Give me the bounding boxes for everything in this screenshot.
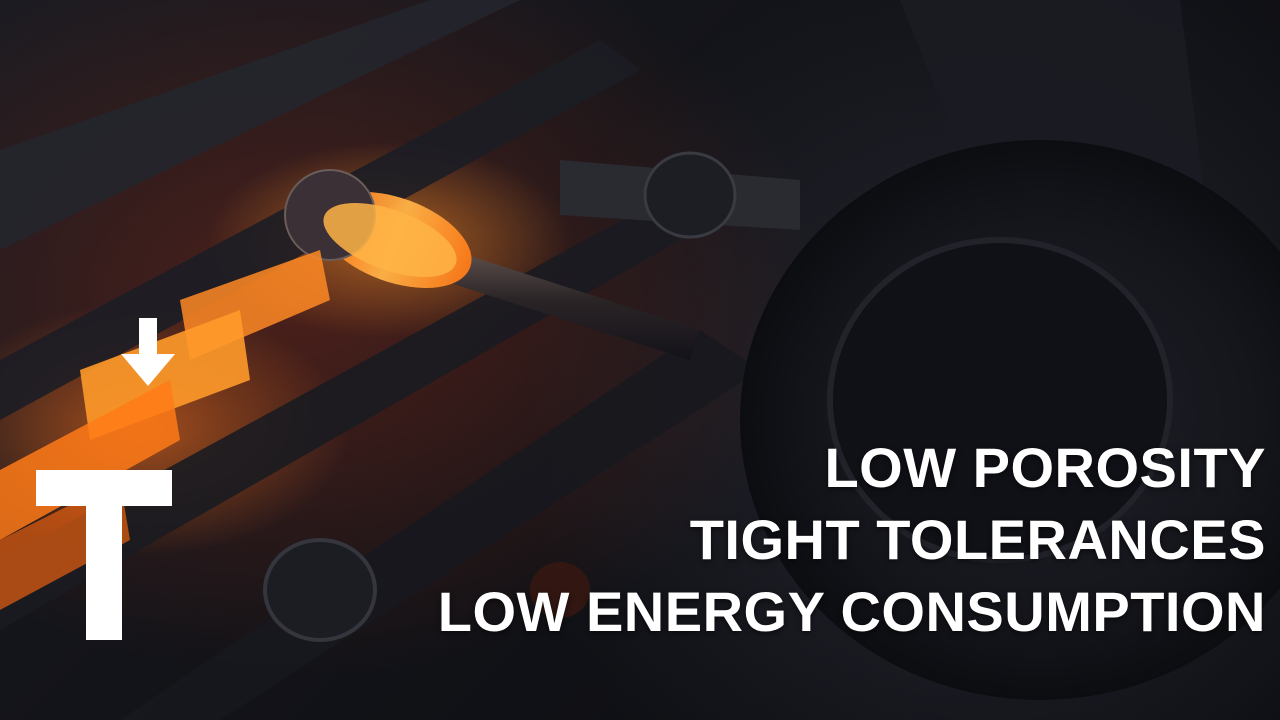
- headline-line-energy: LOW ENERGY CONSUMPTION: [437, 580, 1266, 643]
- headline-line-tolerances: TIGHT TOLERANCES: [689, 508, 1266, 571]
- headline: LOW POROSITY TIGHT TOLERANCES LOW ENERGY…: [438, 432, 1266, 648]
- dark-flywheel: [740, 140, 1280, 700]
- t-arrow-logo-icon: [36, 318, 175, 640]
- lower-cylinder: [263, 538, 590, 642]
- headline-line-porosity: LOW POROSITY: [824, 436, 1266, 499]
- piston-rod: [410, 151, 800, 360]
